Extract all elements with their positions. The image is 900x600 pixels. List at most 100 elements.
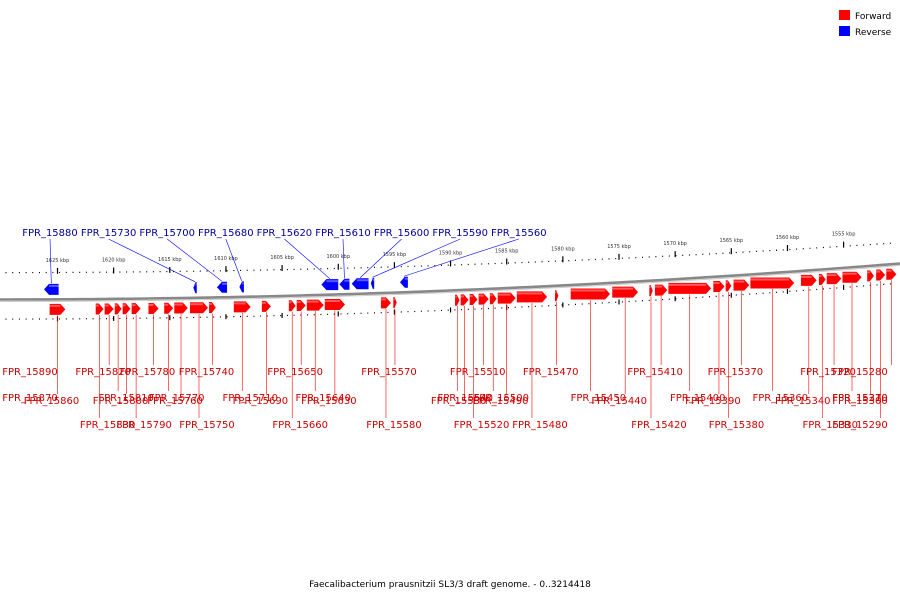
forward-gene-arrow — [818, 273, 826, 285]
forward-gene-arrow — [725, 280, 732, 292]
forward-gene-label: FPR_15870 — [2, 393, 58, 404]
forward-gene-arrow — [750, 277, 795, 289]
reverse-gene-arrow-shade — [326, 280, 339, 283]
forward-gene-arrow-shade — [174, 303, 183, 306]
forward-gene-arrow — [826, 273, 842, 285]
forward-gene-arrow-shade — [324, 300, 340, 303]
forward-gene-arrow — [612, 286, 639, 298]
forward-gene-arrow — [104, 303, 114, 315]
forward-gene-arrow — [886, 268, 897, 280]
forward-gene-arrow-shade — [288, 301, 292, 304]
reverse-gene-arrow-shade — [242, 282, 244, 285]
scale-tick-label: 1555 kbp — [832, 232, 856, 238]
forward-gene-arrow — [233, 301, 251, 313]
scale-tick-label: 1570 kbp — [663, 241, 687, 247]
scale-track: 1625 kbp 1620 kbp 1615 kbp 1610 kbp 1605 kbp… — [5, 232, 891, 322]
reverse-gene-connector — [284, 238, 331, 279]
forward-gene-arrow — [209, 301, 216, 313]
forward-gene-arrow — [469, 294, 478, 306]
forward-gene-arrow — [306, 299, 324, 311]
reverse-gene-label: FPR_15600 — [374, 228, 430, 239]
scale-tick-label: 1565 kbp — [720, 238, 744, 244]
legend: Forward Reverse — [839, 10, 892, 38]
forward-gene-arrow — [649, 285, 653, 297]
forward-gene-arrow — [554, 290, 559, 302]
forward-gene-arrow — [190, 302, 208, 314]
forward-gene-arrow — [867, 270, 874, 282]
forward-gene-arrow-shade — [49, 304, 61, 307]
forward-gene-label: FPR_15890 — [2, 367, 58, 378]
forward-gene-label: FPR_15540 — [438, 393, 494, 404]
forward-gene-arrow — [489, 293, 497, 305]
forward-gene-arrow-shade — [380, 298, 387, 301]
forward-gene-label: FPR_15280 — [832, 367, 888, 378]
forward-gene-arrow-shade — [95, 304, 99, 307]
reverse-gene-arrow — [321, 279, 339, 291]
forward-gene-arrow-shade — [148, 303, 154, 306]
forward-gene-label: FPR_15340 — [775, 396, 831, 407]
forward-gene-label: FPR_15310 — [832, 393, 888, 404]
forward-gene-arrow — [122, 303, 131, 315]
scale-tick-label: 1600 kbp — [326, 254, 350, 260]
scale-tick-label: 1625 kbp — [46, 258, 70, 264]
legend-forward-label: Forward — [855, 12, 891, 22]
forward-gene-label: FPR_15300 — [832, 396, 888, 407]
forward-gene-label: FPR_15740 — [179, 367, 235, 378]
legend-reverse-label: Reverse — [855, 28, 892, 38]
forward-gene-arrow — [733, 279, 750, 291]
forward-gene-label: FPR_15800 — [93, 396, 149, 407]
forward-gene-arrow-shade — [296, 300, 301, 303]
forward-gene-arrow-shade — [725, 281, 728, 284]
forward-gene-arrow-shade — [733, 280, 745, 283]
forward-gene-label: FPR_15440 — [591, 396, 647, 407]
forward-gene-arrow — [713, 281, 725, 293]
forward-gene-arrow-shade — [122, 304, 126, 307]
forward-gene-arrow-shade — [842, 272, 857, 275]
reverse-gene-connector — [49, 238, 52, 284]
forward-gene-arrow-shade — [233, 302, 246, 305]
forward-gene-label: FPR_15450 — [571, 393, 627, 404]
forward-gene-arrow — [654, 284, 668, 296]
forward-gene-label: FPR_15580 — [366, 420, 422, 431]
forward-gene-arrow-shade — [750, 278, 790, 281]
forward-gene-arrow-shade — [654, 285, 663, 288]
forward-gene-arrow-shade — [668, 283, 707, 286]
scale-tick-label: 1560 kbp — [776, 235, 800, 241]
forward-gene-label: FPR_15770 — [149, 393, 205, 404]
scale-tick-label: 1580 kbp — [551, 246, 575, 252]
forward-gene-arrow — [296, 299, 306, 311]
forward-gene-arrow — [516, 291, 548, 303]
forward-gene-arrow — [380, 297, 392, 309]
reverse-gene-connector — [225, 238, 242, 282]
reverse-gene-arrow — [216, 281, 228, 293]
forward-gene-label: FPR_15790 — [116, 420, 172, 431]
reverse-gene-arrow — [339, 278, 350, 290]
forward-gene-label: FPR_15530 — [431, 396, 487, 407]
forward-gene-arrow — [174, 302, 188, 314]
reverse-gene-arrow-shade — [404, 277, 408, 280]
forward-gene-arrow-shade — [104, 304, 109, 307]
reverse-genes: FPR_15880 FPR_15730 FPR_15700 FPR_15680 FPR_… — [22, 228, 547, 295]
forward-gene-label: FPR_15270 — [832, 393, 888, 404]
forward-gene-arrow — [114, 303, 122, 315]
forward-gene-arrow-shade — [393, 298, 395, 301]
scale-tick-label: 1615 kbp — [158, 257, 182, 263]
forward-genes: FPR_15890FPR_15870FPR_15860FPR_15830FPR_… — [0, 268, 897, 431]
forward-gene-label: FPR_15360 — [753, 393, 809, 404]
forward-gene-arrow-shade — [478, 294, 484, 297]
reverse-gene-arrow-shade — [221, 282, 228, 285]
reverse-gene-label: FPR_15590 — [432, 228, 488, 239]
forward-gene-arrow-shade — [460, 295, 464, 298]
reverse-gene-arrow-shade — [372, 278, 375, 281]
forward-gene-arrow-shade — [516, 292, 543, 295]
forward-gene-arrow — [876, 269, 886, 281]
forward-gene-label: FPR_15380 — [709, 420, 765, 431]
forward-gene-arrow-shade — [190, 303, 203, 306]
forward-gene-label: FPR_15570 — [361, 367, 417, 378]
forward-gene-arrow-shade — [886, 269, 892, 272]
forward-gene-arrow — [393, 297, 397, 309]
forward-gene-label: FPR_15660 — [272, 420, 328, 431]
scale-tick-label: 1590 kbp — [439, 250, 463, 256]
reverse-gene-label: FPR_15730 — [81, 228, 137, 239]
reverse-gene-label: FPR_15680 — [198, 228, 254, 239]
